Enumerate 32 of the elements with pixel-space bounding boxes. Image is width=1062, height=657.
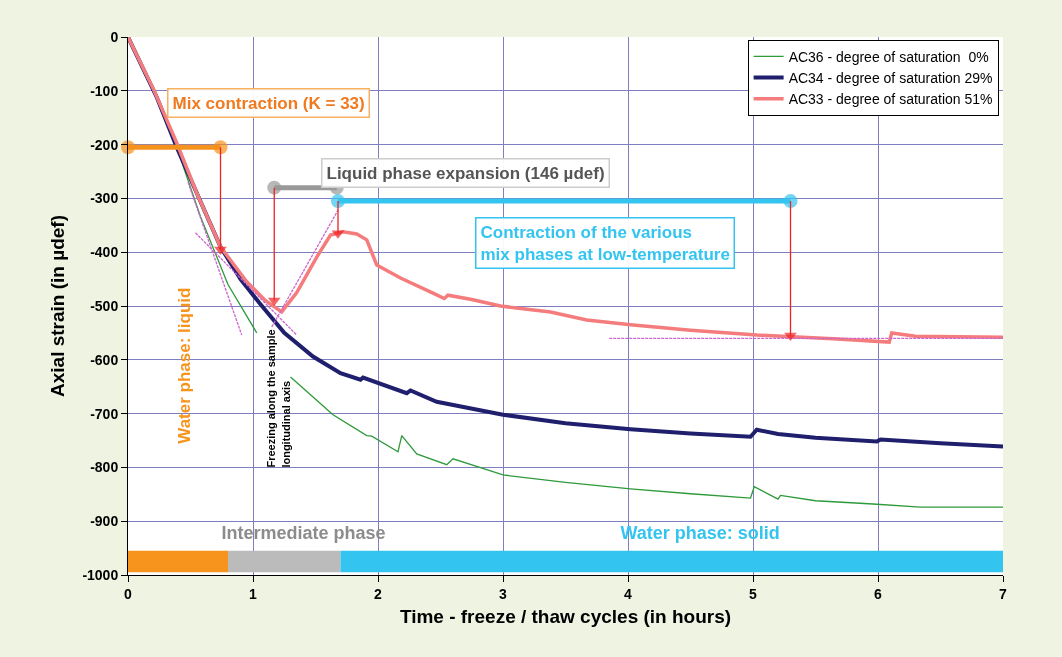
legend-label: AC36 - degree of saturation 0% [788,48,989,65]
legend-label: AC33 - degree of saturation 51% [788,91,993,108]
x-tick-label: 0 [124,585,133,602]
point [267,180,282,195]
annotation: Freezing along the sample longitudinal axis [265,329,292,468]
y-tick-label: -400 [90,244,119,261]
y-tick-label: -900 [90,513,119,530]
y-axis-title: Axial strain (in µdef) [47,215,69,397]
y-tick-label: -300 [90,190,119,207]
y-tick-label: 0 [110,28,119,45]
x-tick-label: 5 [749,585,758,602]
y-tick-label: -1000 [82,566,119,583]
x-tick-label: 1 [249,585,258,602]
y-tick-label: -100 [90,82,119,99]
annotation: Contraction of the various mix phases at low-temperature [480,222,730,264]
annotation: Water phase: liquid [174,287,194,444]
point [783,194,798,209]
annotation: Liquid phase expansion (146 µdef) [326,163,605,183]
x-tick-label: 4 [624,585,633,602]
x-tick-label: 3 [499,585,508,602]
y-tick-label: -800 [90,459,119,476]
point [213,140,228,155]
x-tick-label: 2 [374,585,383,602]
legend-label: AC34 - degree of saturation 29% [788,69,993,86]
annotation: Mix contraction (K = 33) [172,93,365,113]
y-tick-label: -700 [90,405,119,422]
x-axis-title: Time - freeze / thaw cycles (in hours) [399,605,732,627]
y-tick-label: -600 [90,351,119,368]
y-tick-label: -500 [90,297,119,314]
x-tick-label: 7 [999,585,1008,602]
y-tick-label: -200 [90,136,119,153]
x-tick-label: 6 [874,585,883,602]
